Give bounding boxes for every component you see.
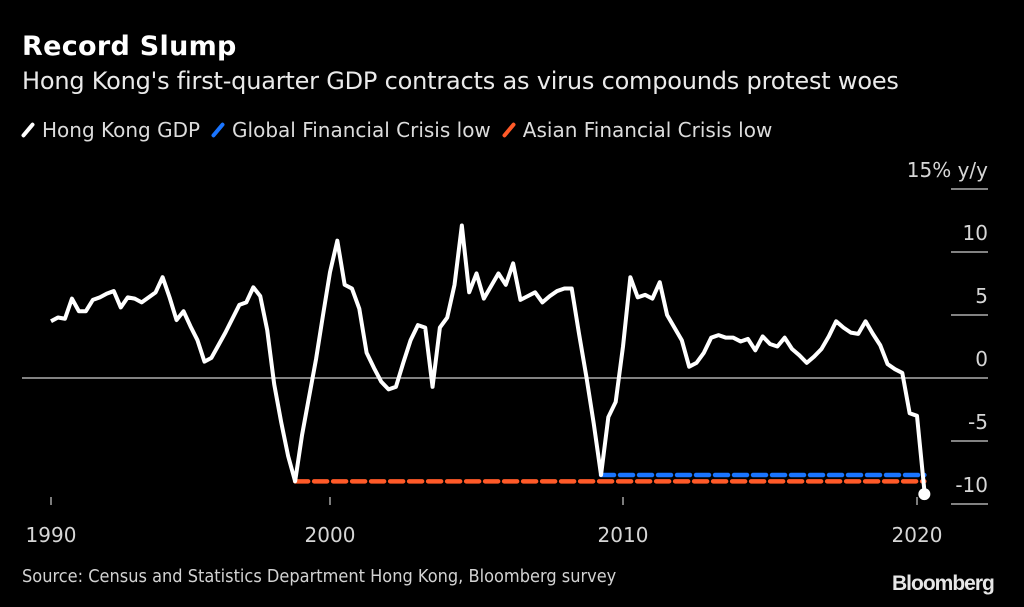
x-tick-label: 1990 xyxy=(26,523,77,547)
y-tick-label: 5 xyxy=(975,284,988,308)
legend-item-hk-gdp: Hong Kong GDP xyxy=(20,118,201,142)
legend-label: Asian Financial Crisis low xyxy=(522,118,773,142)
legend-label: Hong Kong GDP xyxy=(42,118,201,142)
chart-subtitle: Hong Kong's first-quarter GDP contracts … xyxy=(22,67,899,95)
y-tick-label: 10 xyxy=(963,221,988,245)
legend-item-afc-low: Asian Financial Crisis low xyxy=(501,118,773,142)
y-tick-label: -5 xyxy=(968,410,988,434)
latest-value-marker xyxy=(918,488,931,501)
hong-kong-gdp-line xyxy=(50,223,927,491)
x-tick-label: 2020 xyxy=(892,523,943,547)
x-tick-label: 2000 xyxy=(305,523,356,547)
legend-item-gfc-low: Global Financial Crisis low xyxy=(210,118,491,142)
y-tick-label: -10 xyxy=(955,473,988,497)
y-tick-label: 0 xyxy=(975,347,988,371)
y-tick-label: 15% y/y xyxy=(907,158,988,182)
chart-title: Record Slump xyxy=(22,31,237,62)
legend: Hong Kong GDP Global Financial Crisis lo… xyxy=(20,118,773,142)
legend-label: Global Financial Crisis low xyxy=(232,118,491,142)
bloomberg-logo: Bloomberg xyxy=(892,572,995,595)
x-tick-label: 2010 xyxy=(598,523,649,547)
source-note: Source: Census and Statistics Department… xyxy=(22,566,617,587)
